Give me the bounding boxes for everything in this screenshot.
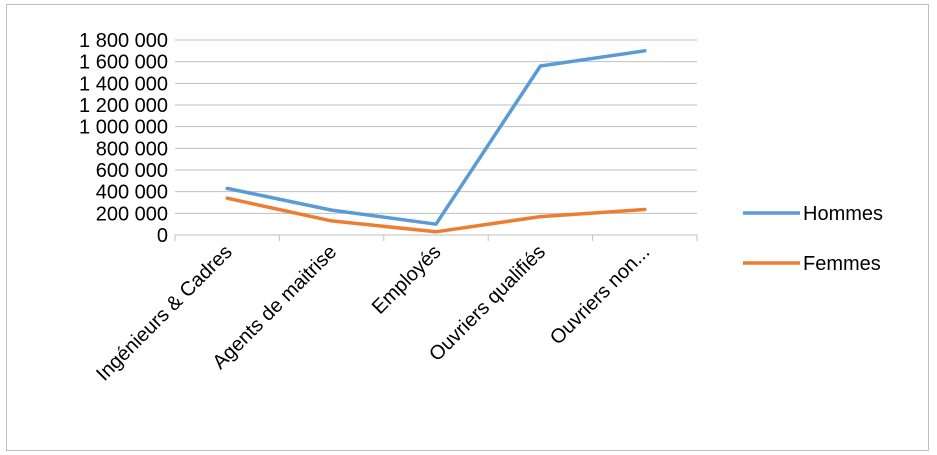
legend-label-hommes: Hommes <box>803 203 883 225</box>
series-line-hommes <box>225 49 647 226</box>
y-tick-label: 1 000 000 <box>79 117 168 139</box>
x-tick-label: Ouvriers non... <box>546 241 654 349</box>
y-tick-label: 1 800 000 <box>79 30 168 52</box>
x-tick-label: Ouvriers qualifiés <box>425 241 550 366</box>
y-tick-label: 200 000 <box>96 203 168 225</box>
x-tick-label: Employés <box>368 241 446 319</box>
legend-label-femmes: Femmes <box>803 253 881 275</box>
y-tick-label: 1 400 000 <box>79 73 168 95</box>
series-lines <box>225 49 647 234</box>
y-tick-label: 400 000 <box>96 182 168 204</box>
y-tick-label: 0 <box>157 225 168 247</box>
y-tick-label: 800 000 <box>96 138 168 160</box>
axes <box>174 234 698 241</box>
legend: Hommes Femmes <box>743 203 883 275</box>
series-line-femmes <box>225 196 647 234</box>
y-tick-label: 1 200 000 <box>79 95 168 117</box>
y-tick-label: 600 000 <box>96 160 168 182</box>
y-tick-label: 1 600 000 <box>79 52 168 74</box>
gridlines <box>175 39 697 214</box>
